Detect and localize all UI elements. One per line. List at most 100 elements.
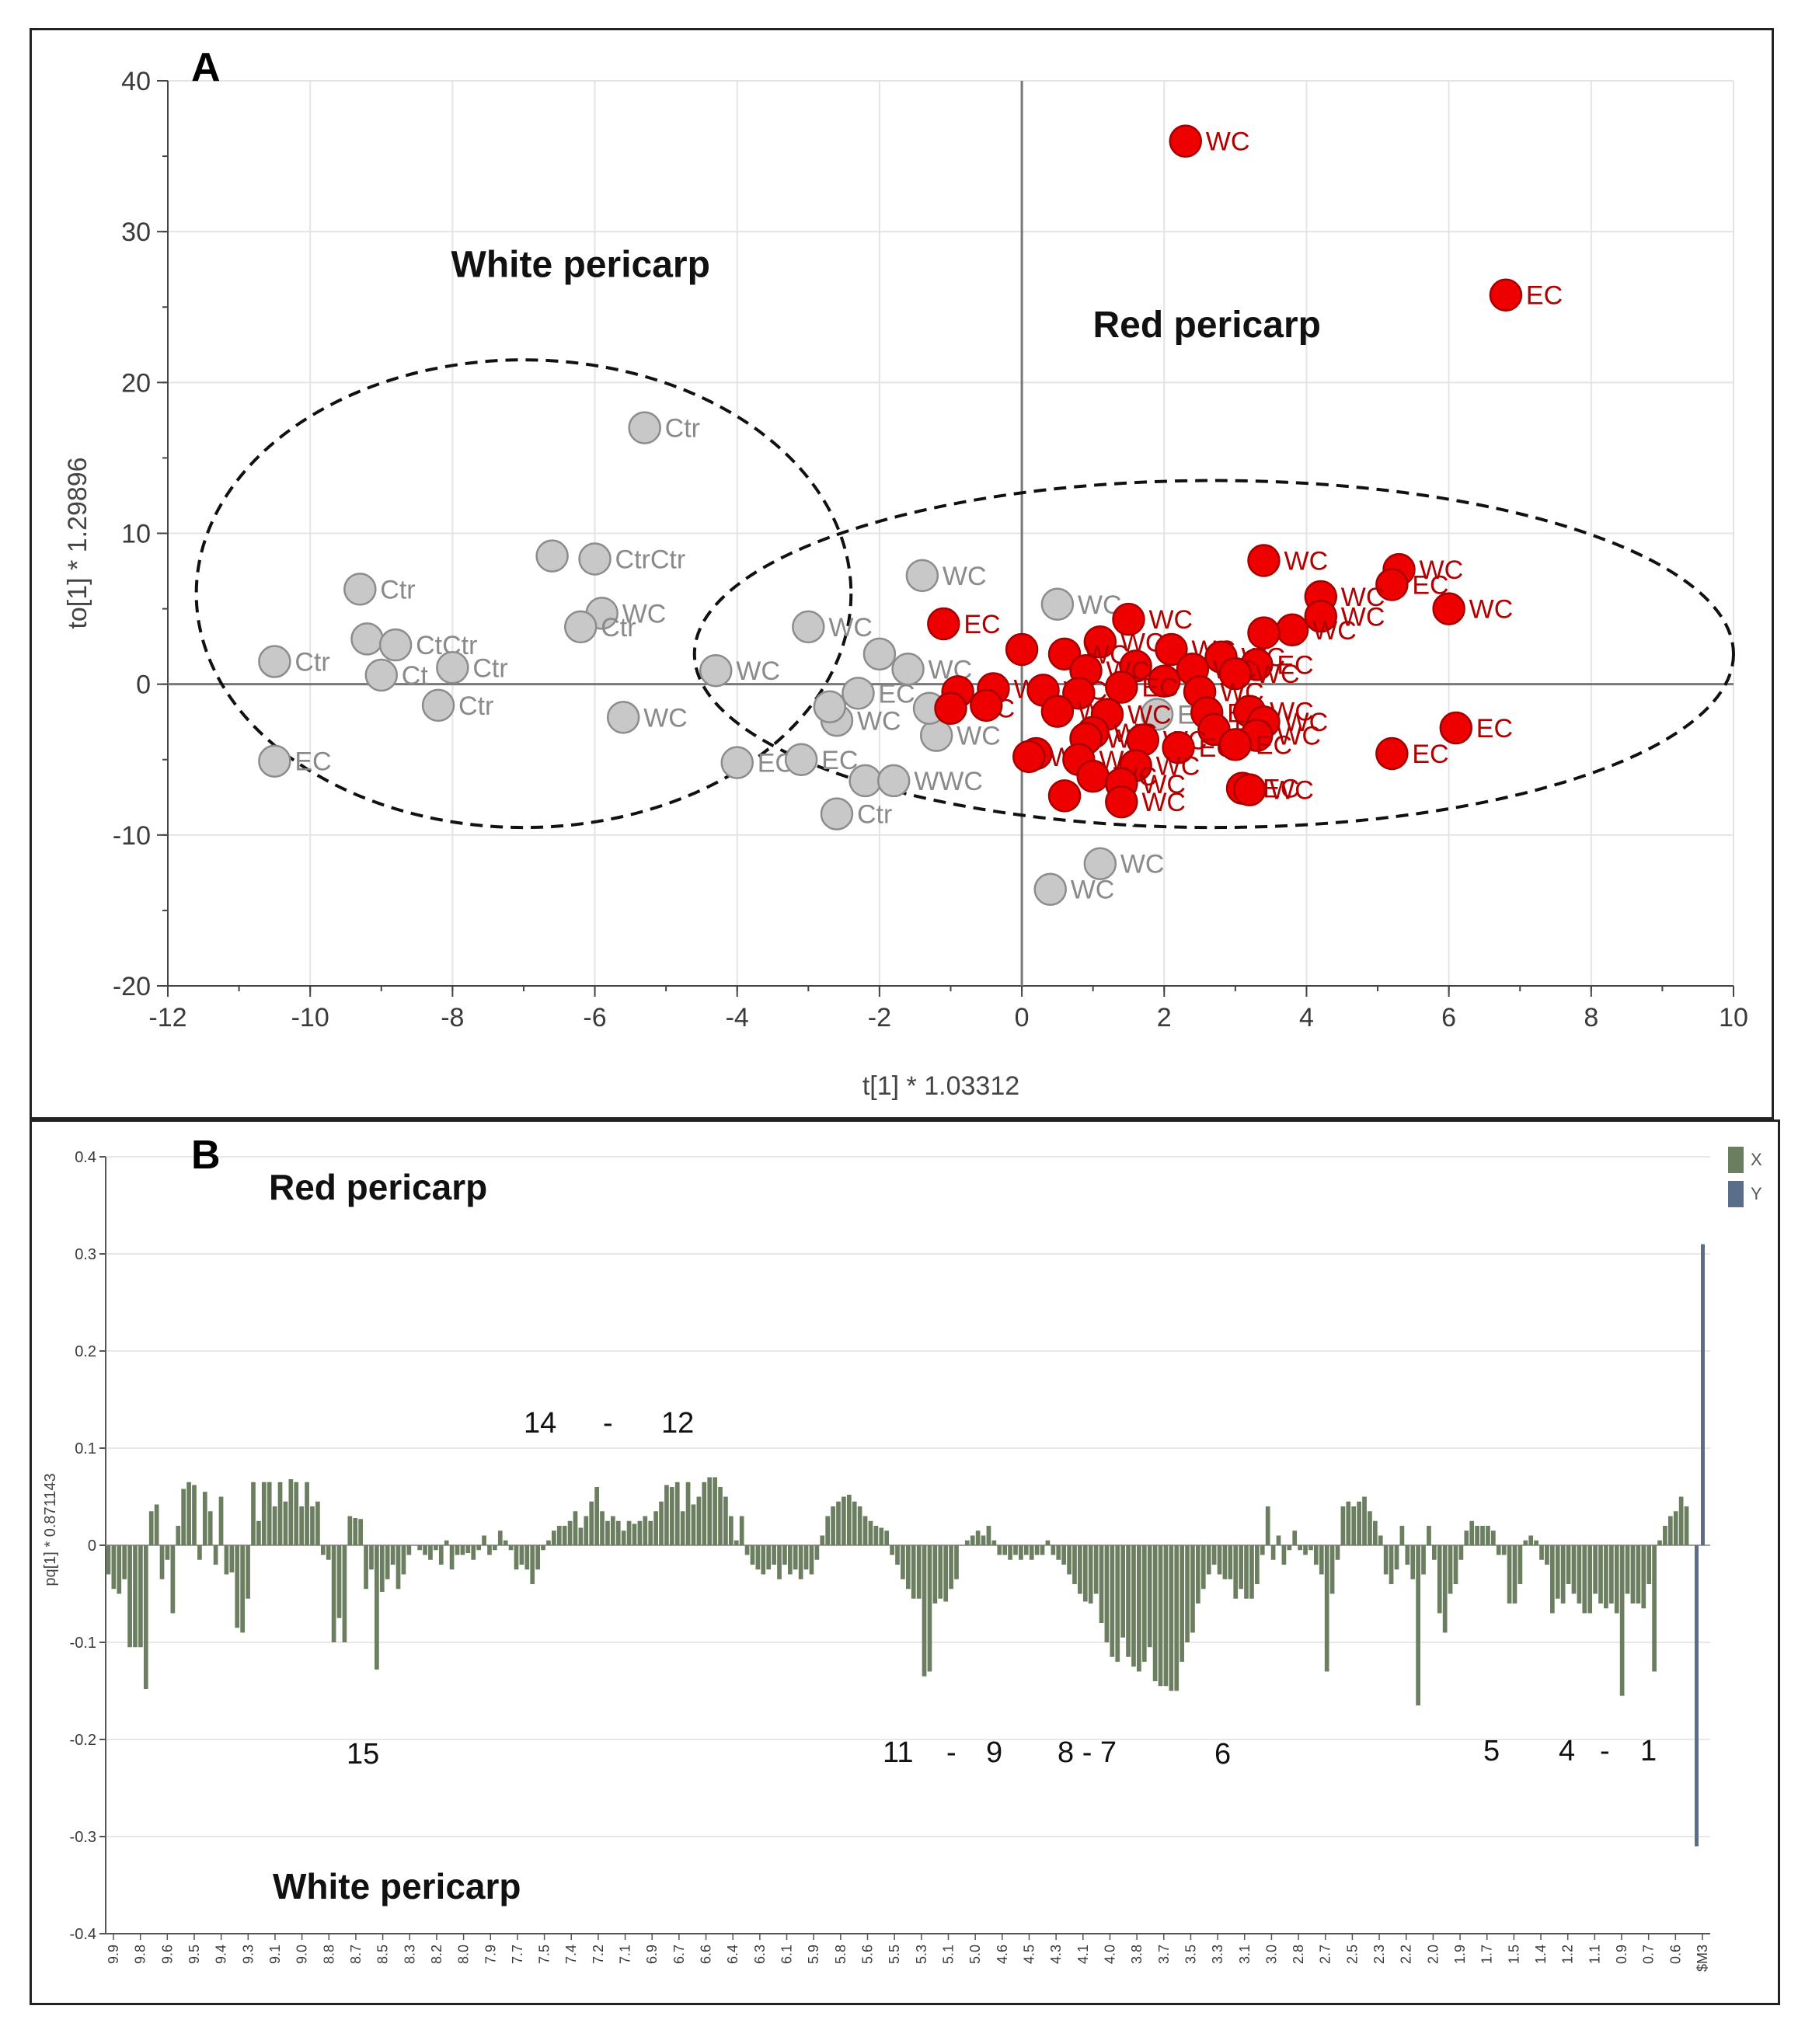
x-tick-label: -2 bbox=[868, 1003, 891, 1032]
bar-x bbox=[358, 1519, 364, 1545]
x-tick-label: 9.5 bbox=[186, 1945, 202, 1964]
bar-x bbox=[728, 1516, 733, 1545]
point-label: WC bbox=[857, 706, 901, 736]
point-label: Ctr bbox=[601, 613, 636, 642]
data-point bbox=[784, 743, 818, 776]
x-tick-label: 0.9 bbox=[1614, 1945, 1629, 1964]
bar-x bbox=[1222, 1545, 1228, 1579]
bar-x bbox=[718, 1487, 723, 1545]
peak-label-dash: - bbox=[946, 1736, 957, 1769]
data-point bbox=[1439, 711, 1473, 745]
bar-x bbox=[573, 1511, 578, 1545]
x-tick-label: 8.7 bbox=[348, 1945, 364, 1964]
data-point bbox=[1375, 736, 1409, 771]
bar-x bbox=[1067, 1545, 1072, 1575]
bar-x bbox=[1276, 1535, 1281, 1545]
bar-x bbox=[1314, 1545, 1319, 1565]
bar-x bbox=[901, 1545, 905, 1579]
data-point bbox=[891, 653, 925, 686]
bar-x bbox=[1641, 1545, 1646, 1609]
x-tick-label: 1.7 bbox=[1479, 1945, 1495, 1964]
bar-x bbox=[884, 1530, 890, 1545]
bar-x bbox=[1405, 1545, 1410, 1565]
x-tick-label: 6.1 bbox=[779, 1945, 795, 1964]
bar-x bbox=[739, 1516, 744, 1545]
y-tick-label: 10 bbox=[121, 520, 151, 549]
bar-x bbox=[1185, 1545, 1190, 1642]
annotation-white-pericarp: White pericarp bbox=[273, 1866, 521, 1906]
bar-x bbox=[744, 1545, 750, 1555]
peak-label-5: 5 bbox=[1483, 1735, 1500, 1767]
bar-x bbox=[449, 1545, 455, 1570]
bar-x bbox=[836, 1501, 841, 1545]
bar-x bbox=[127, 1545, 132, 1648]
data-point bbox=[1083, 625, 1117, 659]
bar-x bbox=[1072, 1545, 1077, 1584]
bar-x bbox=[1255, 1545, 1260, 1584]
bar-x bbox=[1593, 1545, 1598, 1594]
bar-x bbox=[519, 1545, 524, 1565]
x-tick-label: 6 bbox=[1441, 1003, 1456, 1032]
bar-x bbox=[395, 1545, 401, 1590]
x-tick-label: 2.3 bbox=[1371, 1945, 1387, 1964]
bar-x bbox=[1239, 1545, 1243, 1590]
x-tick-label: 3.3 bbox=[1210, 1945, 1225, 1964]
data-point bbox=[436, 651, 469, 684]
x-tick-label: 8.5 bbox=[375, 1945, 391, 1964]
bar-x bbox=[283, 1501, 288, 1545]
bar-x bbox=[1120, 1545, 1126, 1638]
bar-x bbox=[1034, 1545, 1040, 1555]
y-axis-label: pq[1] * 0.871143 bbox=[42, 1473, 59, 1586]
bar-x bbox=[755, 1545, 761, 1570]
x-tick-label: 5.9 bbox=[806, 1945, 821, 1964]
bar-x bbox=[434, 1545, 438, 1551]
bar-x bbox=[664, 1485, 669, 1545]
point-label: WC bbox=[943, 562, 987, 591]
bar-x bbox=[803, 1545, 809, 1570]
bar-x bbox=[1587, 1545, 1593, 1614]
bar-x bbox=[336, 1545, 342, 1618]
data-point bbox=[1169, 124, 1202, 158]
bar-x bbox=[1646, 1545, 1652, 1584]
bar-x bbox=[1292, 1530, 1298, 1545]
point-label: Ctr bbox=[857, 800, 892, 830]
grid-lines bbox=[167, 80, 1734, 987]
point-label: EC bbox=[1141, 674, 1178, 703]
bar-x bbox=[170, 1545, 176, 1614]
data-point bbox=[927, 607, 960, 641]
bar-x bbox=[932, 1545, 938, 1604]
bar-x bbox=[723, 1496, 728, 1545]
x-tick-label: 5.1 bbox=[940, 1945, 956, 1964]
point-label: WC bbox=[1206, 127, 1250, 157]
bar-x bbox=[460, 1545, 465, 1555]
point-label: EC bbox=[1263, 775, 1299, 804]
bar-x bbox=[589, 1501, 594, 1545]
bar-x bbox=[1303, 1545, 1308, 1555]
data-point bbox=[350, 622, 384, 656]
data-point bbox=[792, 610, 825, 644]
bar-x bbox=[1141, 1545, 1147, 1662]
y-tick-label: -20 bbox=[113, 972, 151, 1001]
bar-x bbox=[148, 1511, 154, 1545]
data-point bbox=[842, 677, 875, 710]
point-label: EC bbox=[1412, 740, 1448, 769]
data-point bbox=[720, 746, 754, 779]
data-point bbox=[1062, 677, 1096, 710]
data-point bbox=[1012, 740, 1046, 774]
bar-x bbox=[133, 1545, 138, 1648]
bar-x bbox=[567, 1520, 573, 1545]
bar-x bbox=[600, 1511, 605, 1545]
y-tick-label: -10 bbox=[113, 821, 151, 851]
point-label: WC bbox=[1277, 722, 1321, 751]
legend: X Y bbox=[1728, 1147, 1762, 1207]
bar-x bbox=[1453, 1545, 1458, 1584]
bar-x bbox=[653, 1511, 658, 1545]
bar-x bbox=[648, 1520, 653, 1545]
bar-x bbox=[1528, 1535, 1534, 1545]
bar-x bbox=[455, 1545, 460, 1555]
y-tick-label: 0 bbox=[88, 1537, 96, 1555]
y-tick-label: -0.3 bbox=[70, 1829, 96, 1846]
bar-x bbox=[1093, 1545, 1099, 1594]
bar-x bbox=[777, 1545, 782, 1579]
bar-x bbox=[159, 1545, 165, 1579]
